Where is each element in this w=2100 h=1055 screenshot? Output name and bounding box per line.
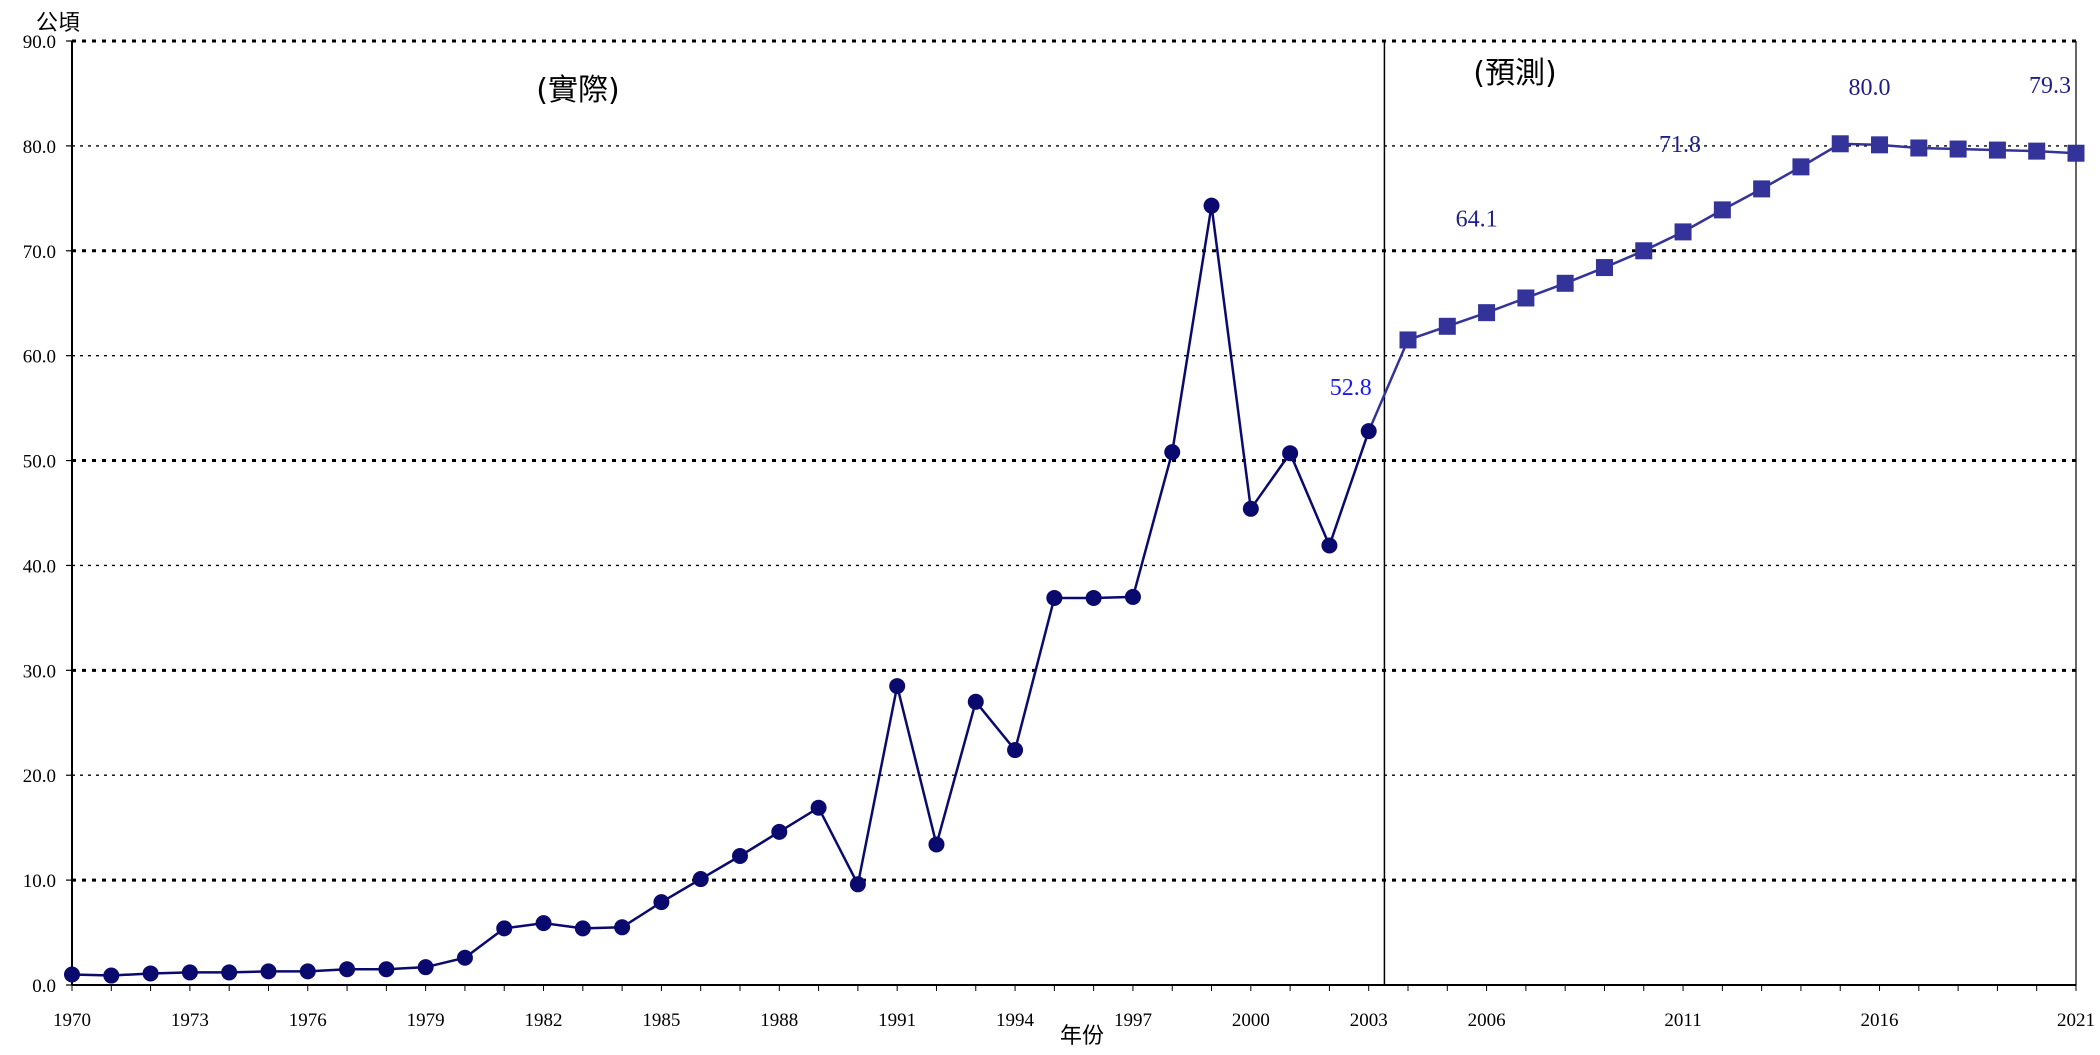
data-point-forecast: [1910, 139, 1928, 157]
data-point-forecast: [1556, 274, 1574, 292]
y-tick-label: 20.0: [23, 766, 56, 787]
data-label: 64.1: [1456, 207, 1498, 233]
data-point-actual: [1164, 444, 1181, 461]
y-tick-label: 70.0: [23, 242, 56, 263]
axes: [66, 40, 2077, 991]
data-point-actual: [535, 915, 552, 932]
data-point-actual: [1007, 742, 1024, 759]
data-point-actual: [732, 847, 748, 864]
x-tick-label: 2006: [1468, 1010, 1506, 1031]
data-point-actual: [299, 963, 316, 980]
data-point-forecast: [1478, 304, 1496, 322]
data-point-actual: [417, 959, 434, 976]
data-point-actual: [810, 799, 827, 816]
y-tick-label: 60.0: [23, 347, 56, 368]
x-tick-label: 1997: [1114, 1010, 1152, 1031]
data-point-forecast: [2028, 142, 2046, 160]
data-point-forecast: [1635, 242, 1653, 260]
data-label: 79.3: [2029, 73, 2071, 99]
data-point-forecast: [1674, 223, 1692, 241]
data-point-actual: [849, 876, 866, 893]
data-point-actual: [653, 894, 670, 911]
y-tick-label: 50.0: [23, 452, 56, 473]
data-point-actual: [260, 963, 277, 980]
gridlines: [72, 39, 2076, 882]
data-point-actual: [1203, 197, 1220, 214]
data-point-actual: [339, 961, 356, 978]
x-tick-label: 2003: [1350, 1010, 1388, 1031]
data-point-forecast: [1399, 331, 1417, 349]
data-label: 80.0: [1849, 75, 1891, 101]
data-point-actual: [1242, 500, 1259, 517]
data-point-actual: [496, 920, 513, 937]
data-point-forecast: [1438, 317, 1456, 335]
data-point-forecast: [1595, 259, 1613, 277]
data-point-actual: [692, 871, 709, 888]
y-tick-label: 10.0: [23, 871, 56, 892]
y-tick-label: 30.0: [23, 661, 56, 682]
data-point-actual: [221, 964, 238, 981]
data-point-forecast: [1988, 141, 2006, 159]
x-tick-label: 2021: [2057, 1010, 2095, 1031]
data-point-actual: [1360, 423, 1377, 440]
data-point-actual: [1124, 588, 1141, 605]
series-actual-line: [71, 205, 1370, 977]
y-axis-label: 公頃: [36, 11, 80, 36]
data-point-actual: [889, 678, 906, 695]
data-point-forecast: [1753, 180, 1771, 198]
data-point-actual: [1282, 445, 1299, 462]
y-tick-label: 90.0: [23, 32, 56, 53]
x-tick-label: 1976: [289, 1010, 327, 1031]
data-point-forecast: [1792, 158, 1810, 176]
data-point-actual: [1085, 589, 1102, 606]
data-point-actual: [967, 693, 984, 710]
data-point-actual: [574, 920, 591, 937]
data-point-actual: [1046, 589, 1063, 606]
data-point-forecast: [1517, 289, 1535, 307]
actual-section-label: (實際): [536, 73, 619, 108]
data-point-actual: [928, 836, 945, 853]
data-point-actual: [103, 967, 120, 984]
y-tick-label: 0.0: [32, 976, 56, 997]
data-point-actual: [142, 965, 159, 982]
data-point-actual: [181, 964, 198, 981]
data-annotations: 52.8 64.1 71.8 80.0 79.3: [1330, 73, 2071, 401]
data-point-forecast: [1831, 135, 1849, 153]
y-tick-label: 80.0: [23, 137, 56, 158]
data-point-forecast: [1871, 136, 1889, 154]
data-point-forecast: [1949, 140, 1967, 158]
x-tick-label: 2016: [1861, 1010, 1899, 1031]
x-tick-labels: 1970 1973 1976 1979 1982 1985 1988 1991 1994 1997…: [53, 1010, 2095, 1031]
x-tick-label: 1982: [525, 1010, 563, 1031]
data-point-forecast: [1713, 201, 1731, 219]
series-forecast-line: [1367, 142, 2077, 432]
y-tick-label: 40.0: [23, 556, 56, 577]
x-tick-label: 1979: [407, 1010, 445, 1031]
data-series: [64, 135, 2085, 984]
x-tick-label: 2000: [1232, 1010, 1270, 1031]
data-point-actual: [614, 919, 631, 936]
data-point-actual: [456, 949, 473, 966]
data-point-actual: [378, 961, 395, 978]
x-tick-label: 1988: [760, 1010, 798, 1031]
data-point-actual: [771, 823, 788, 840]
x-tick-label: 1970: [53, 1010, 91, 1031]
data-point-actual: [1321, 537, 1338, 554]
data-label: 52.8: [1330, 375, 1372, 401]
y-tick-labels: 0.0 10.0 20.0 30.0 40.0 50.0 60.0 70.0 80.0 90.0: [23, 32, 56, 997]
x-tick-label: 1991: [878, 1010, 916, 1031]
x-tick-label: 1985: [642, 1010, 680, 1031]
data-label: 71.8: [1659, 132, 1701, 158]
x-tick-label: 1973: [171, 1010, 209, 1031]
data-point-actual: [64, 966, 80, 983]
x-axis-label: 年份: [1060, 1024, 1104, 1049]
x-tick-label: 1994: [996, 1010, 1035, 1031]
forecast-section-label: (預測): [1473, 56, 1556, 91]
x-tick-label: 2011: [1664, 1010, 1701, 1031]
data-point-forecast: [2067, 144, 2085, 162]
